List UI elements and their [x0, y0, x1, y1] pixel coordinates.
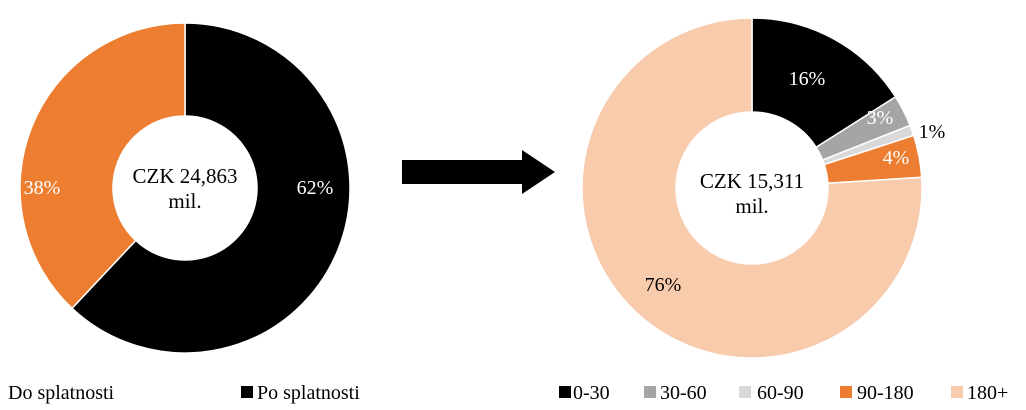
legend-marker-60-90 — [739, 386, 751, 398]
data-label-30-60: 3% — [867, 107, 894, 129]
legend-marker-90-180 — [840, 386, 852, 398]
slice-180plus — [581, 17, 923, 359]
data-label-60-90: 1% — [919, 121, 946, 143]
legend-label-60-90: 60-90 — [757, 382, 804, 404]
legend-label-90-180: 90-180 — [857, 382, 914, 404]
data-label-90-180: 4% — [883, 147, 910, 169]
slice-0-30 — [751, 17, 897, 149]
legend-label-180plus: 180+ — [967, 382, 1008, 404]
data-label-0-30: 16% — [789, 68, 826, 90]
legend-marker-po-splatnosti — [241, 386, 253, 398]
data-label-po-splatnosti: 62% — [297, 177, 334, 199]
slice-do-splatnosti — [19, 22, 186, 310]
left-center-label-line2: mil. — [168, 189, 201, 213]
legend-label-30-60: 30-60 — [660, 382, 707, 404]
legend-left: Do splatnosti Po splatnosti — [8, 382, 360, 404]
legend-label-po-splatnosti: Po splatnosti — [257, 382, 360, 404]
right-arrow-icon — [402, 150, 555, 194]
donut-chart-left: 62% 38% — [19, 22, 351, 354]
legend-marker-0-30 — [559, 386, 571, 398]
legend-label-0-30: 0-30 — [573, 382, 610, 404]
legend-marker-30-60 — [644, 386, 656, 398]
left-center-label-line1: CZK 24,863 — [133, 164, 238, 188]
right-center-label-line1: CZK 15,311 — [700, 169, 804, 193]
legend-marker-180plus — [951, 386, 963, 398]
slice-po-splatnosti — [70, 22, 351, 354]
legend-label-do-splatnosti: Do splatnosti — [8, 382, 115, 404]
data-label-180plus: 76% — [645, 274, 682, 296]
donut-chart-right: 16% 3% 1% 4% 76% — [581, 17, 946, 359]
right-center-label-line2: mil. — [735, 194, 768, 218]
legend-right: 0-30 30-60 60-90 90-180 180+ — [559, 382, 1008, 404]
data-label-do-splatnosti: 38% — [24, 177, 61, 199]
